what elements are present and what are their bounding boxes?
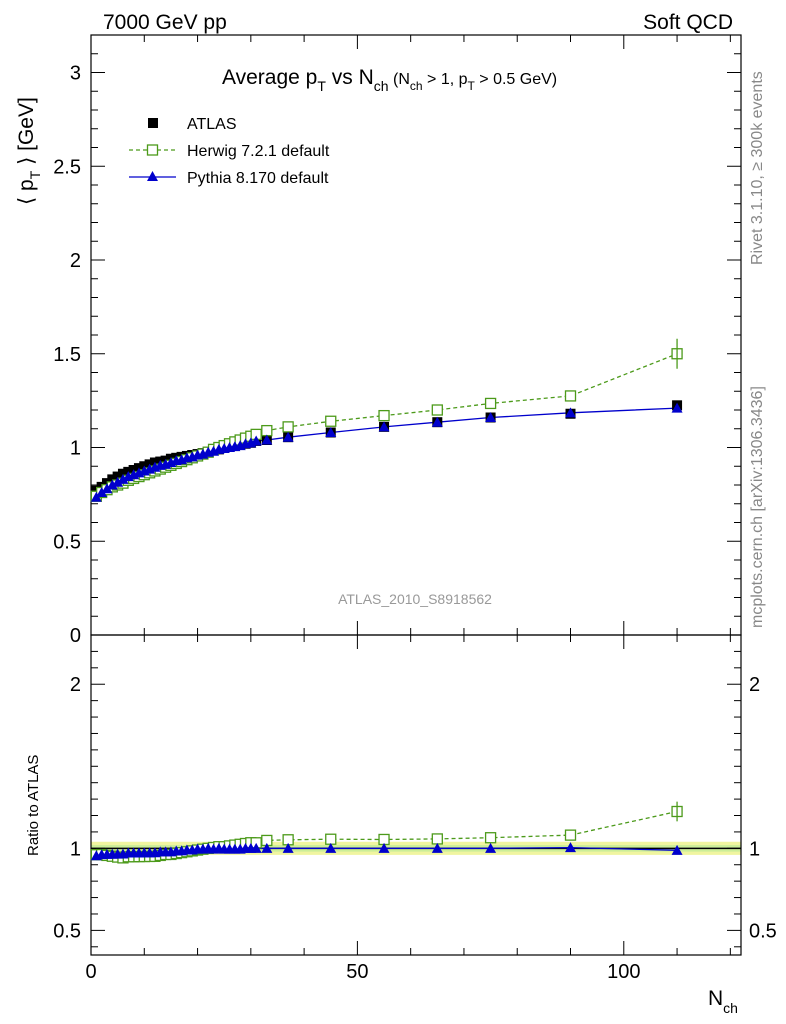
herwig-point (484, 397, 497, 410)
x-tick-label: 50 (346, 961, 368, 983)
pythia-point (117, 473, 129, 484)
herwig-point (564, 390, 577, 402)
pythia-point (485, 412, 497, 422)
herwig-ratio-point (484, 832, 497, 844)
x-axis-title: Nch (708, 987, 738, 1016)
herwig-point (325, 415, 337, 427)
herwig-point (261, 424, 273, 437)
y-tick-label: 2.5 (53, 156, 81, 178)
legend-pythia-marker (147, 171, 158, 181)
pythia-ratio-point (250, 842, 262, 853)
pythia-ratio-point (378, 842, 390, 853)
legend-pythia-label: Pythia 8.170 default (187, 170, 329, 187)
y-tick-label: 2 (70, 250, 81, 272)
axis-ticks (90, 34, 741, 955)
pythia-point (282, 431, 294, 442)
ratio-tick-label-right: 1 (749, 838, 760, 860)
y-tick-label: 1.5 (53, 344, 81, 366)
legend-herwig-label: Herwig 7.2.1 default (187, 143, 330, 160)
pythia-ratio-point (282, 842, 294, 853)
pythia-point (325, 427, 337, 437)
header-right: Soft QCD (643, 11, 733, 34)
ratio-tick-label-right: 2 (749, 674, 760, 696)
ratio-panel-frame (90, 634, 742, 956)
rivet-label: Rivet 3.1.10, ≥ 300k events (749, 71, 766, 265)
y-tick-label: 0 (70, 625, 81, 647)
pythia-ratio-point (565, 842, 577, 853)
ratio-tick-label-right: 0.5 (749, 920, 777, 942)
herwig-ratio-point (325, 833, 337, 845)
pythia-point (112, 476, 124, 487)
pythia-point (671, 402, 683, 413)
ratio-series (90, 801, 683, 864)
pythia-point (565, 407, 577, 418)
pythia-point (378, 421, 390, 432)
ratio-tick-label-left: 0.5 (53, 920, 81, 942)
pythia-point (250, 435, 262, 446)
y-tick-label: 0.5 (53, 531, 81, 553)
legend: ATLAS Herwig 7.2.1 default Pythia 8.170 … (129, 116, 330, 187)
mcplots-label: mcplots.cern.ch [arXiv:1306.3436] (749, 386, 766, 628)
legend-atlas-marker (148, 118, 158, 128)
ratio-tick-label-left: 2 (70, 674, 81, 696)
herwig-ratio-point (564, 829, 577, 841)
atlas-point (112, 471, 123, 482)
x-tick-label: 100 (607, 961, 640, 983)
ratio-y-axis-title: Ratio to ATLAS (25, 755, 42, 856)
pythia-point (261, 434, 273, 445)
pythia-point (106, 479, 118, 490)
herwig-point (431, 404, 443, 416)
pythia-point (101, 483, 113, 494)
y-tick-label: 3 (70, 63, 81, 85)
pythia-ratio-point (261, 842, 273, 853)
plot-title: Average pT vs Nch (Nch > 1, pT > 0.5 GeV… (222, 66, 557, 94)
herwig-point (378, 409, 390, 422)
y-tick-label: 1 (70, 438, 81, 460)
pythia-ratio-point (325, 842, 337, 853)
pythia-ratio-point (671, 844, 683, 855)
ratio-tick-label-left: 1 (70, 838, 81, 860)
main-series (90, 338, 683, 502)
legend-atlas-label: ATLAS (187, 116, 237, 133)
y-axis-title: ⟨ pT ⟩ [GeV] (15, 97, 43, 205)
atlas-point (117, 468, 128, 479)
analysis-watermark: ATLAS_2010_S8918562 (338, 591, 492, 607)
pythia-ratio-point (485, 842, 497, 853)
pythia-point (96, 487, 108, 497)
header-left: 7000 GeV pp (103, 11, 227, 34)
herwig-ratio-point (431, 833, 443, 845)
herwig-point (282, 421, 294, 433)
legend-herwig-marker (146, 144, 159, 156)
pythia-point (431, 416, 443, 427)
x-tick-label: 0 (85, 961, 96, 983)
pythia-ratio-point (431, 842, 443, 853)
